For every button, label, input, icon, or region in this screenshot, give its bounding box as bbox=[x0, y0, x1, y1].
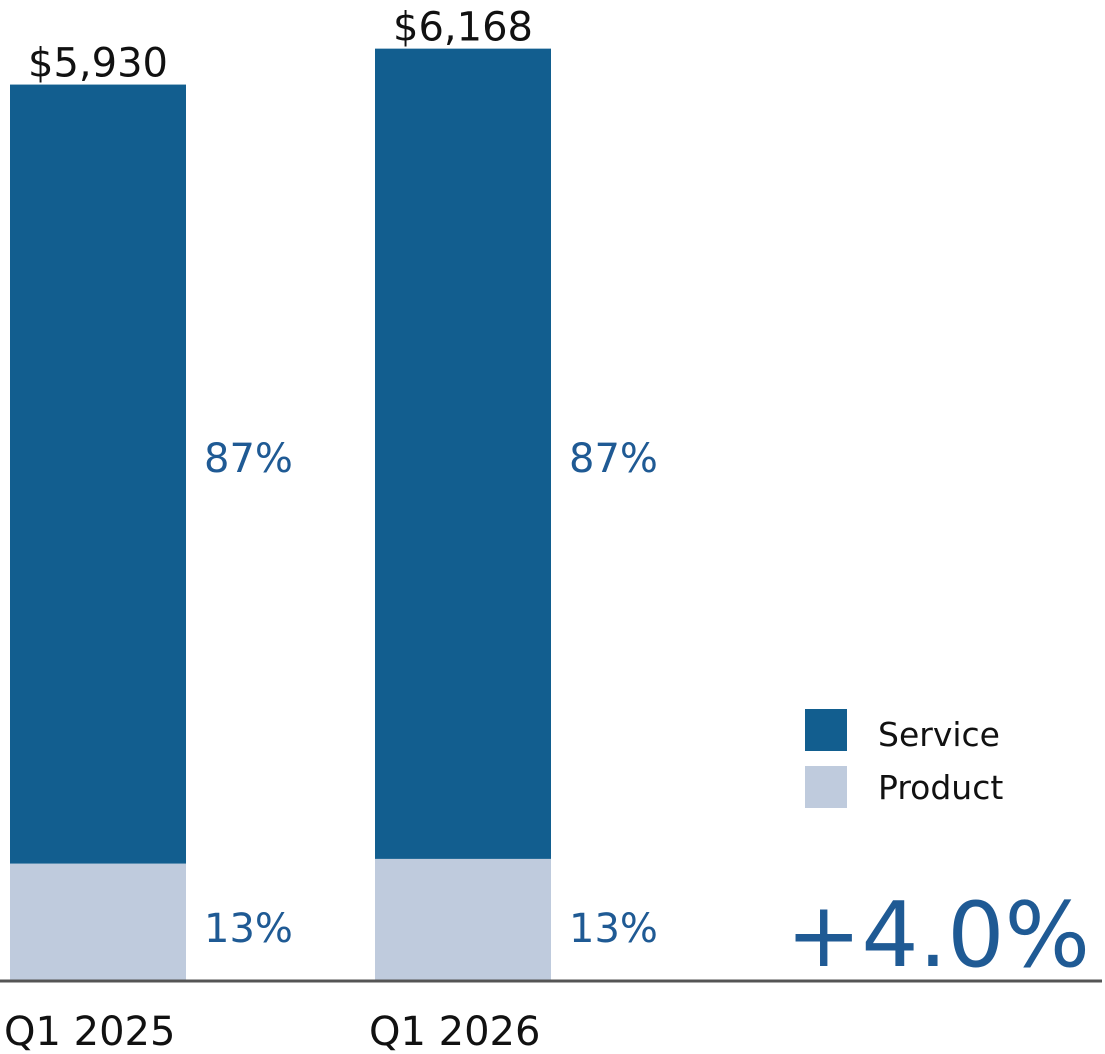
category-label-q1-2025: Q1 2025 bbox=[4, 1009, 175, 1054]
legend-label-service: Service bbox=[878, 715, 1000, 754]
legend-label-product: Product bbox=[878, 768, 1003, 807]
bar-product-q1-2026 bbox=[375, 858, 551, 980]
share-label-service-q1-2025: 87% bbox=[204, 436, 293, 482]
legend-swatch-service bbox=[805, 709, 847, 751]
legend-swatch-product bbox=[805, 766, 847, 808]
bar-product-q1-2025 bbox=[10, 863, 186, 980]
category-label-q1-2026: Q1 2026 bbox=[369, 1009, 540, 1054]
bars-group bbox=[10, 48, 551, 980]
share-label-product-q1-2025: 13% bbox=[204, 906, 293, 952]
share-label-service-q1-2026: 87% bbox=[569, 436, 658, 482]
labels-group: 87% 13% $5,930 Q1 2025 87% 13% $6,168 Q1 2026 bbox=[4, 5, 658, 1054]
bar-service-q1-2026 bbox=[375, 48, 551, 859]
total-label-q1-2026: $6,168 bbox=[393, 5, 533, 51]
growth-label: +4.0% bbox=[786, 883, 1090, 988]
total-label-q1-2025: $5,930 bbox=[28, 41, 168, 87]
legend: Service Product bbox=[805, 709, 1003, 808]
bar-service-q1-2025 bbox=[10, 84, 186, 864]
share-label-product-q1-2026: 13% bbox=[569, 906, 658, 952]
